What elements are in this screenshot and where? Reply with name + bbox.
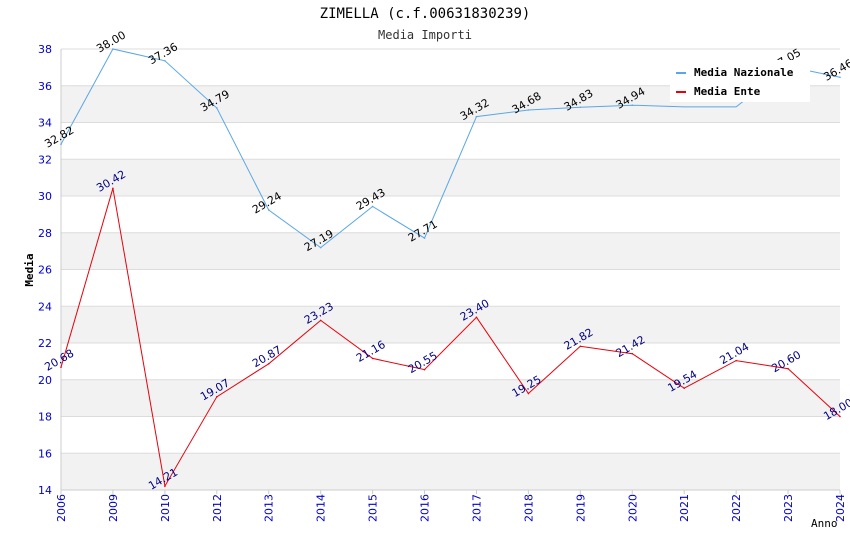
data-point [735, 359, 737, 362]
y-tick-label: 32 [38, 153, 52, 166]
data-point [579, 106, 582, 109]
legend-box [670, 60, 810, 102]
x-tick-label: 2022 [730, 494, 743, 522]
data-point [839, 76, 841, 79]
y-tick-label: 20 [38, 374, 52, 387]
y-tick-label: 26 [38, 264, 52, 277]
data-label: 20.68 [42, 347, 76, 374]
band [61, 453, 840, 490]
x-tick-label: 2018 [522, 494, 535, 522]
x-tick-label: 2015 [367, 494, 380, 522]
data-point [164, 59, 166, 62]
y-tick-label: 18 [38, 411, 52, 424]
data-point [216, 107, 218, 109]
band [61, 379, 840, 417]
y-tick-label: 14 [38, 484, 52, 497]
data-point [60, 366, 62, 369]
x-axis-label: Anno [811, 517, 838, 530]
y-tick-label: 16 [38, 447, 52, 460]
x-tick-label: 2016 [419, 494, 432, 522]
data-point [631, 104, 634, 107]
data-label: 20.87 [250, 343, 284, 370]
x-axis-ticks: 2006 2009 2010 2012 2013 2014 2015 2016 2017 2018… [55, 494, 847, 522]
data-point [527, 109, 530, 111]
data-label: 37.36 [146, 40, 180, 67]
background-bands [61, 85, 840, 490]
x-tick-label: 2013 [263, 494, 276, 522]
y-tick-label: 36 [38, 80, 52, 93]
legend-label-nazionale: Media Nazionale [694, 66, 794, 79]
x-tick-label: 2009 [107, 494, 120, 522]
y-tick-label: 28 [38, 227, 52, 240]
data-point [475, 115, 478, 118]
data-point [371, 205, 374, 208]
series-line-nazionale [60, 48, 841, 249]
grid-lines [60, 48, 841, 494]
x-tick-label: 2019 [574, 494, 587, 522]
data-point [371, 357, 374, 360]
y-axis-ticks: 14 16 18 20 22 24 26 28 30 32 34 36 38 [38, 43, 52, 497]
data-point [112, 48, 114, 50]
legend: Media Nazionale Media Ente [670, 60, 810, 102]
x-tick-label: 2012 [211, 494, 224, 522]
y-tick-label: 24 [38, 300, 52, 313]
data-point [527, 392, 530, 395]
data-point [423, 368, 426, 371]
data-point [319, 246, 322, 249]
x-tick-label: 2010 [159, 494, 172, 522]
band [61, 306, 840, 343]
data-label: 21.04 [717, 340, 751, 367]
x-tick-label: 2023 [782, 494, 795, 522]
x-tick-label: 2024 [834, 494, 847, 522]
data-point [267, 362, 270, 365]
y-axis-label: Media [23, 253, 36, 286]
chart-subtitle: Media Importi [378, 28, 472, 42]
data-label: 36.46 [821, 57, 850, 84]
y-tick-label: 34 [38, 117, 52, 130]
legend-label-ente: Media Ente [694, 85, 761, 98]
data-point [60, 143, 62, 145]
data-point [216, 396, 218, 398]
data-point [319, 319, 322, 322]
y-tick-label: 38 [38, 43, 52, 56]
x-tick-label: 2017 [470, 494, 483, 522]
data-point [112, 187, 114, 190]
data-point [475, 316, 478, 319]
data-point [579, 345, 582, 348]
y-tick-label: 22 [38, 337, 52, 350]
data-point [164, 485, 166, 487]
data-point [423, 237, 426, 239]
x-tick-label: 2021 [678, 494, 691, 522]
band [61, 232, 840, 270]
data-point [683, 387, 685, 390]
data-point [787, 367, 789, 370]
series-line-ente [60, 188, 841, 488]
chart-title: ZIMELLA (c.f.00631830239) [320, 6, 531, 22]
data-point [267, 209, 270, 211]
x-tick-label: 2006 [55, 494, 68, 522]
data-label: 20.55 [406, 349, 440, 376]
data-label: 20.60 [769, 348, 803, 375]
data-point [631, 352, 634, 355]
y-tick-label: 30 [38, 190, 52, 203]
x-tick-label: 2020 [626, 494, 639, 522]
data-point [839, 415, 841, 418]
x-tick-label: 2014 [315, 494, 328, 522]
